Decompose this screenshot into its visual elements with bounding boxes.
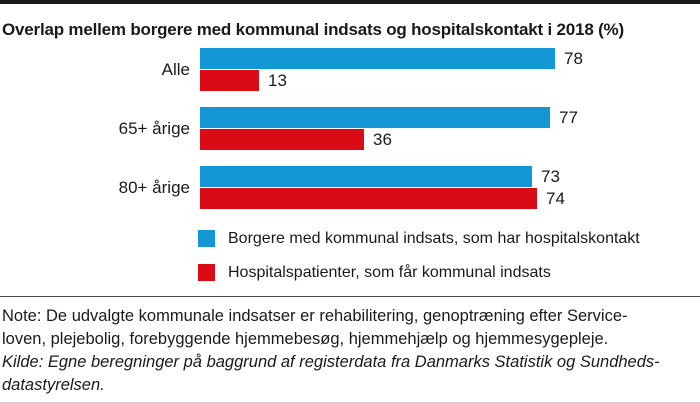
- legend-label-red: Hospitalspatienter, som får kommunal ind…: [228, 264, 551, 281]
- note-text-line2: loven, plejebolig, forebyggende hjemmebe…: [2, 330, 609, 348]
- note-text-line1: Note: De udvalgte kommunale indsatser er…: [2, 307, 628, 325]
- top-rule: [0, 0, 700, 4]
- bar: [200, 70, 259, 91]
- value-label: 73: [541, 167, 560, 186]
- category-label: Alle: [161, 59, 190, 79]
- value-label: 78: [564, 49, 583, 68]
- legend-item-blue: Borgere med kommunal indsats, som har ho…: [198, 230, 640, 247]
- legend-item-red: Hospitalspatienter, som får kommunal ind…: [198, 264, 551, 281]
- notes-block: Note: De udvalgte kommunale indsatser er…: [2, 305, 696, 397]
- bar: [200, 48, 555, 69]
- value-label: 36: [373, 130, 392, 149]
- value-label: 13: [268, 71, 287, 90]
- value-label: 74: [546, 189, 565, 208]
- bar-chart: Alle 78 13 65+ årige 77 36 80+ årige 73 74: [118, 48, 583, 209]
- bar: [200, 129, 364, 150]
- bar: [200, 107, 550, 128]
- value-label: 77: [559, 108, 578, 127]
- bar: [200, 188, 537, 209]
- legend-label-blue: Borgere med kommunal indsats, som har ho…: [228, 230, 640, 247]
- legend-swatch-red-icon: [198, 264, 215, 281]
- bar: [200, 166, 532, 187]
- note-divider: [0, 296, 700, 297]
- source-text-line2: datastyrelsen.: [2, 376, 105, 394]
- legend-swatch-blue-icon: [198, 230, 215, 247]
- category-label: 65+ årige: [118, 118, 190, 138]
- category-label: 80+ årige: [118, 177, 190, 197]
- chart-title: Overlap mellem borgere med kommunal inds…: [2, 20, 624, 40]
- source-text-line1: Kilde: Egne beregninger på baggrund af r…: [2, 353, 660, 371]
